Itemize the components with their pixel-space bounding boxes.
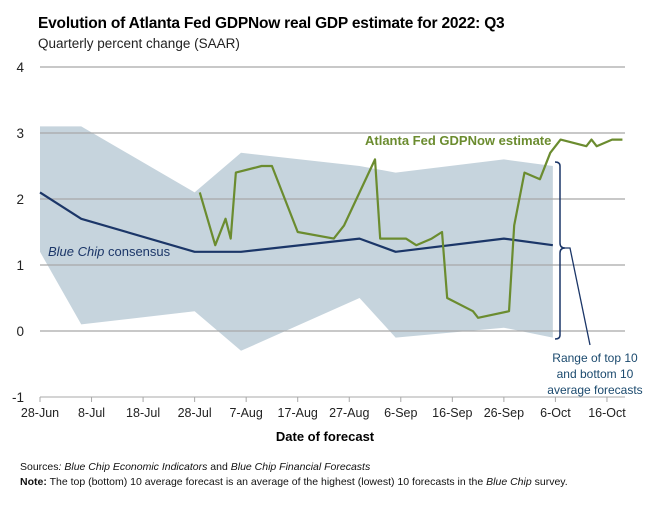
range-label-line: average forecasts	[547, 383, 642, 397]
blue-chip-consensus-line	[39, 191, 553, 253]
chart-title: Evolution of Atlanta Fed GDPNow real GDP…	[38, 15, 505, 32]
x-tick-label: 6-Oct	[540, 406, 571, 420]
x-tick-label: 8-Jul	[78, 406, 105, 420]
sources-pub2: Blue Chip Financial Forecasts	[230, 461, 371, 473]
forecast-range-band	[40, 126, 553, 351]
note-label: Note:	[20, 476, 47, 488]
gdpnow-label: Atlanta Fed GDPNow estimate	[365, 133, 551, 148]
chart-subtitle: Quarterly percent change (SAAR)	[38, 36, 240, 51]
note-text: The top (bottom) 10 average forecast is …	[46, 476, 487, 488]
sources-label: Sources	[20, 461, 59, 473]
blue-chip-italic: Blue Chip	[48, 244, 104, 259]
x-tick-label: 17-Aug	[278, 406, 318, 420]
x-axis-label: Date of forecast	[275, 429, 375, 444]
footer-sources: Sources: Blue Chip Economic Indicators a…	[20, 461, 370, 473]
x-tick-label: 18-Jul	[126, 406, 160, 420]
x-tick-label: 26-Sep	[484, 406, 524, 420]
y-tick-label: -1	[12, 390, 24, 405]
x-tick-label: 27-Aug	[329, 406, 369, 420]
x-tick-label: 16-Oct	[588, 406, 626, 420]
note-end: survey.	[531, 476, 568, 488]
range-bracket	[554, 161, 566, 340]
x-tick-label: 7-Aug	[229, 406, 262, 420]
y-tick-label: 0	[16, 324, 24, 339]
gdpnow-line	[198, 138, 623, 319]
y-tick-label: 1	[16, 258, 24, 273]
consensus-text: consensus	[104, 244, 170, 259]
x-tick-label: 28-Jun	[21, 406, 59, 420]
note-italic: Blue Chip	[486, 476, 532, 488]
y-tick-label: 2	[16, 192, 24, 207]
footer-note: Note: The top (bottom) 10 average foreca…	[20, 476, 568, 488]
x-tick-label: 28-Jul	[178, 406, 212, 420]
blue-chip-label: Blue Chip consensus	[48, 244, 171, 259]
y-tick-label: 3	[16, 126, 24, 141]
sources-colon: :	[58, 461, 65, 473]
x-tick-label: 16-Sep	[432, 406, 472, 420]
range-label-line: Range of top 10	[552, 351, 638, 365]
sources-and: and	[207, 461, 231, 473]
range-label-line: and bottom 10	[557, 367, 634, 381]
x-tick-label: 6-Sep	[384, 406, 417, 420]
sources-pub1: Blue Chip Economic Indicators	[64, 461, 208, 473]
y-tick-label: 4	[16, 60, 24, 75]
range-leader-line	[565, 247, 591, 346]
